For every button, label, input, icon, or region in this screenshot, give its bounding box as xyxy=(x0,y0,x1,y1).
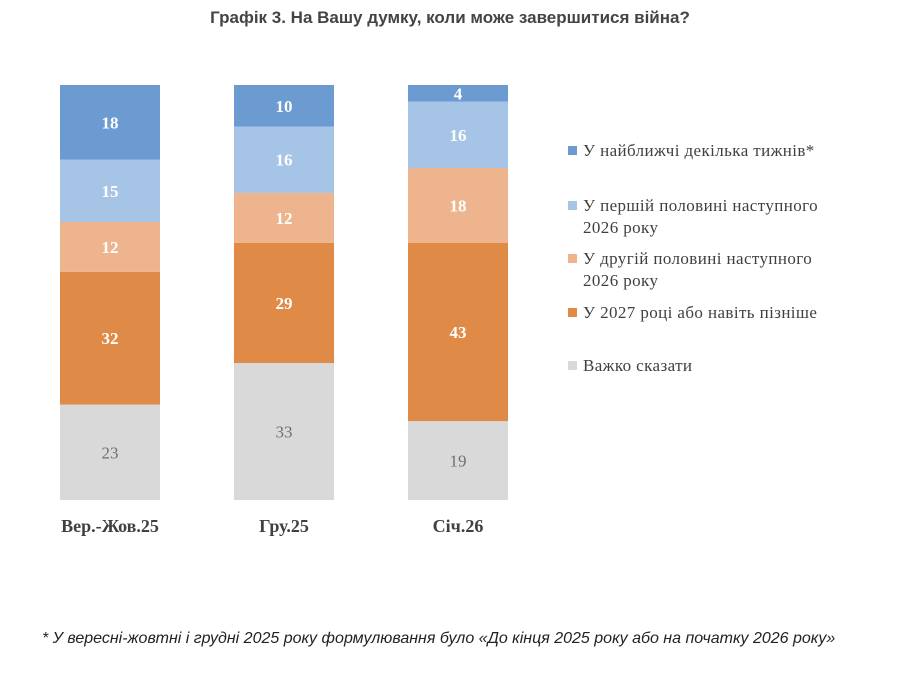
legend-item: Важко сказати xyxy=(568,355,692,377)
bar-segment xyxy=(408,85,508,102)
legend-item: У першій половині наступного 2026 року xyxy=(568,195,818,239)
legend-item: У 2027 році або навіть пізніше xyxy=(568,302,817,324)
bar-segment xyxy=(408,101,508,168)
legend-swatch xyxy=(568,146,577,155)
data-label: 29 xyxy=(276,294,293,313)
stacked-bar-chart: 23 32 12 15 18 Вер.-Жов.25 33 29 12 16 10 Гру.25 19 4… xyxy=(60,84,508,536)
data-label: 4 xyxy=(454,84,463,103)
bar-segment xyxy=(408,242,508,422)
legend-label: У першій половині наступного 2026 року xyxy=(583,196,818,237)
bar-segment xyxy=(234,363,334,500)
bar-segment xyxy=(60,221,160,272)
bar-segment xyxy=(234,242,334,364)
bar-segment xyxy=(234,126,334,193)
bar-segment xyxy=(60,271,160,405)
legend-swatch xyxy=(568,361,577,370)
data-label: 16 xyxy=(276,151,293,170)
footnote: * У вересні-жовтні і грудні 2025 року фо… xyxy=(42,630,836,647)
data-label: 23 xyxy=(102,443,119,462)
data-label: 18 xyxy=(102,113,119,132)
legend-label: Важко сказати xyxy=(583,356,693,375)
legend-item: У другій половині наступного 2026 року xyxy=(568,248,812,292)
category-label: Вер.-Жов.25 xyxy=(61,516,159,536)
bar-segment xyxy=(234,85,334,127)
data-label: 15 xyxy=(102,182,119,201)
legend-label: У 2027 році або навіть пізніше xyxy=(583,303,818,322)
data-label: 43 xyxy=(450,323,467,342)
data-label: 16 xyxy=(450,126,467,145)
data-label: 33 xyxy=(276,423,293,442)
data-label: 32 xyxy=(102,329,119,348)
data-label: 19 xyxy=(450,452,467,471)
legend-label: У найближчі декілька тижнів* xyxy=(583,141,815,160)
category-label: Гру.25 xyxy=(259,516,309,536)
data-label: 12 xyxy=(102,238,119,257)
legend-swatch xyxy=(568,308,577,317)
bar-segment xyxy=(408,168,508,243)
bar-segment xyxy=(408,421,508,500)
bar-segment xyxy=(60,85,160,160)
category-label: Січ.26 xyxy=(433,516,484,536)
data-label: 10 xyxy=(276,97,293,116)
legend-item: У найближчі декілька тижнів* xyxy=(568,140,815,162)
legend-swatch xyxy=(568,254,577,263)
legend-label: У другій половині наступного 2026 року xyxy=(583,249,813,290)
legend-swatch xyxy=(568,201,577,210)
bar-segment xyxy=(60,404,160,500)
data-label: 18 xyxy=(450,196,467,215)
bar-segment xyxy=(60,159,160,222)
chart-title: Графік 3. На Вашу думку, коли може завер… xyxy=(210,8,690,27)
data-label: 12 xyxy=(276,209,293,228)
bar-segment xyxy=(234,192,334,243)
